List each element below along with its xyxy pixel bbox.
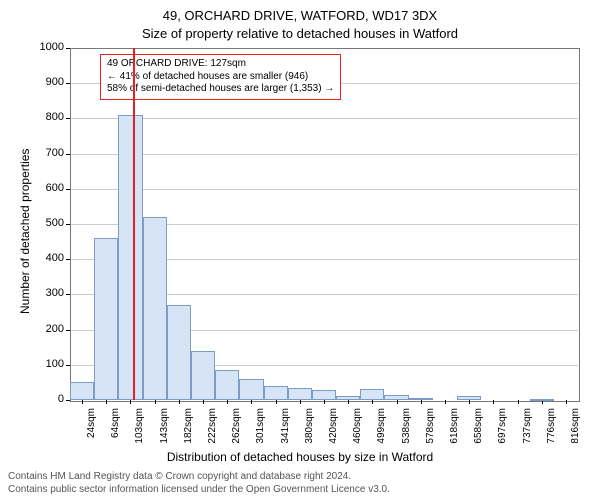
- histogram-bar: [215, 370, 239, 400]
- annotation-box: 49 ORCHARD DRIVE: 127sqm ← 41% of detach…: [100, 54, 341, 100]
- histogram-bar: [191, 351, 215, 400]
- gridline: [71, 154, 578, 155]
- gridline: [71, 189, 578, 190]
- page-title: 49, ORCHARD DRIVE, WATFORD, WD17 3DX: [0, 8, 600, 23]
- histogram-bar: [94, 238, 118, 400]
- y-tick-mark: [66, 118, 70, 119]
- footer-line-1: Contains HM Land Registry data © Crown c…: [8, 470, 390, 483]
- histogram-bar: [288, 388, 312, 400]
- x-tick-mark: [445, 400, 446, 404]
- x-tick-mark: [469, 400, 470, 404]
- x-tick-mark: [372, 400, 373, 404]
- footer-line-2: Contains public sector information licen…: [8, 483, 390, 496]
- footer-attribution: Contains HM Land Registry data © Crown c…: [8, 470, 390, 496]
- annotation-line-1: 49 ORCHARD DRIVE: 127sqm: [107, 58, 334, 71]
- y-tick-mark: [66, 330, 70, 331]
- x-tick-mark: [348, 400, 349, 404]
- gridline: [71, 118, 578, 119]
- x-tick-mark: [421, 400, 422, 404]
- histogram-bar: [239, 379, 263, 400]
- annotation-line-3: 58% of semi-detached houses are larger (…: [107, 83, 334, 96]
- y-tick-mark: [66, 83, 70, 84]
- histogram-bar: [360, 389, 384, 400]
- histogram-bar: [264, 386, 288, 400]
- x-axis-title: Distribution of detached houses by size …: [0, 450, 600, 464]
- histogram-bar: [70, 382, 94, 400]
- x-tick-mark: [179, 400, 180, 404]
- y-tick-label: 100: [28, 358, 64, 370]
- y-tick-mark: [66, 189, 70, 190]
- x-tick-mark: [300, 400, 301, 404]
- property-marker-line: [133, 48, 135, 400]
- y-tick-mark: [66, 154, 70, 155]
- y-tick-mark: [66, 224, 70, 225]
- y-tick-label: 600: [28, 182, 64, 194]
- y-tick-label: 0: [28, 393, 64, 405]
- histogram-bar: [409, 398, 433, 400]
- histogram-bar: [312, 390, 336, 400]
- y-tick-label: 1000: [28, 41, 64, 53]
- y-tick-mark: [66, 259, 70, 260]
- y-tick-label: 900: [28, 76, 64, 88]
- y-tick-label: 200: [28, 323, 64, 335]
- y-tick-label: 800: [28, 111, 64, 123]
- y-axis-label: Number of detached properties: [18, 149, 32, 314]
- histogram-bar: [118, 115, 142, 400]
- x-tick-mark: [493, 400, 494, 404]
- x-tick-mark: [106, 400, 107, 404]
- y-tick-label: 700: [28, 147, 64, 159]
- x-tick-mark: [566, 400, 567, 404]
- x-tick-mark: [227, 400, 228, 404]
- y-tick-label: 500: [28, 217, 64, 229]
- x-tick-mark: [276, 400, 277, 404]
- y-tick-mark: [66, 48, 70, 49]
- histogram-bar: [384, 395, 408, 400]
- x-tick-mark: [324, 400, 325, 404]
- histogram-bar: [143, 217, 167, 400]
- histogram-bar: [336, 396, 360, 400]
- y-tick-mark: [66, 294, 70, 295]
- x-tick-mark: [518, 400, 519, 404]
- y-tick-mark: [66, 365, 70, 366]
- histogram-bar: [530, 399, 554, 401]
- page-subtitle: Size of property relative to detached ho…: [0, 26, 600, 41]
- annotation-line-2: ← 41% of detached houses are smaller (94…: [107, 71, 334, 84]
- x-tick-mark: [203, 400, 204, 404]
- y-tick-label: 400: [28, 252, 64, 264]
- x-tick-mark: [130, 400, 131, 404]
- y-tick-label: 300: [28, 287, 64, 299]
- histogram-bar: [457, 396, 481, 400]
- histogram-bar: [167, 305, 191, 400]
- x-tick-mark: [251, 400, 252, 404]
- y-tick-mark: [66, 400, 70, 401]
- x-tick-mark: [397, 400, 398, 404]
- x-tick-mark: [82, 400, 83, 404]
- x-tick-mark: [155, 400, 156, 404]
